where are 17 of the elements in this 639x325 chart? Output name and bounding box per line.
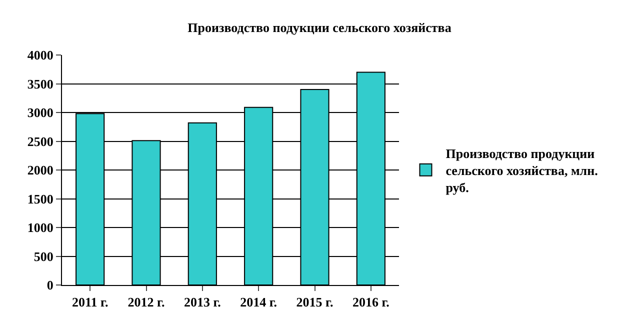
- x-tick-label: 2011 г.: [72, 294, 108, 310]
- y-tick-label: 2000: [27, 162, 54, 178]
- x-tick-label: 2015 г.: [296, 294, 334, 310]
- y-tick-label: 3500: [27, 76, 54, 92]
- y-tick-label: 0: [46, 278, 54, 293]
- x-tick-label: 2016 г.: [352, 294, 390, 310]
- x-tick-label: 2012 г.: [128, 294, 165, 310]
- x-tick-label: 2013 г.: [184, 294, 221, 310]
- chart-title: Производство подукции сельского хозяйства: [188, 20, 452, 35]
- y-tick-label: 4000: [27, 48, 54, 63]
- y-tick-label: 500: [34, 248, 54, 264]
- y-tick-label: 1500: [27, 191, 54, 206]
- legend-label: Производство продукции сельского хозяйства, млн. руб.: [446, 146, 598, 195]
- x-tick-label: 2014 г.: [240, 294, 278, 310]
- y-tick-label: 3000: [27, 105, 54, 120]
- y-tick-label: 1000: [27, 220, 54, 236]
- y-tick-label: 2500: [27, 134, 54, 149]
